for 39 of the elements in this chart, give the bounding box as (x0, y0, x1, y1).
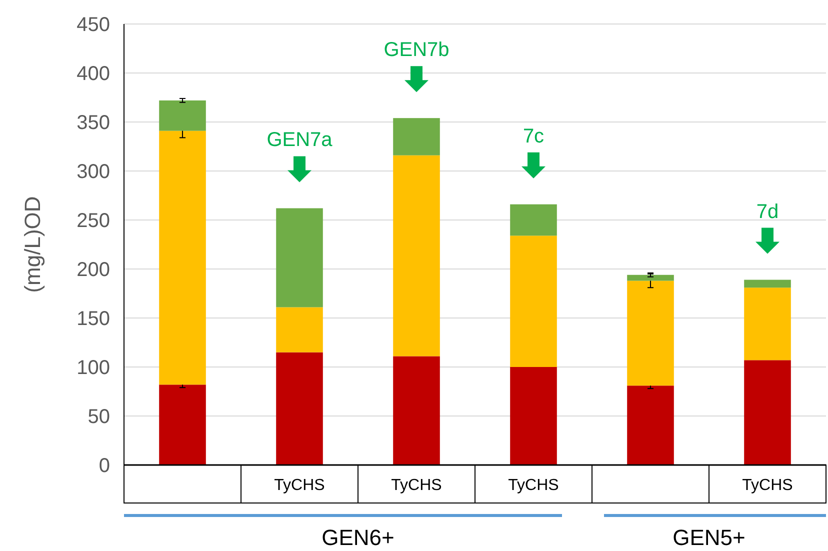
y-tick-label: 450 (76, 14, 110, 36)
y-tick-label: 400 (76, 63, 110, 85)
bar (744, 288, 791, 360)
y-tick-label: 250 (76, 210, 110, 232)
y-tick-label: 300 (76, 161, 110, 183)
y-tick-label: 0 (98, 455, 110, 477)
y-tick-label: 350 (76, 112, 110, 134)
text: GEN6+ (322, 525, 394, 550)
bar (744, 360, 791, 465)
x-tick-label: TyCHS (391, 477, 442, 494)
y-tick-label: 150 (76, 308, 110, 330)
y-tick-label: 50 (88, 406, 110, 428)
bar (510, 367, 557, 465)
bar (159, 384, 206, 465)
x-tick-label: TyCHS (274, 477, 325, 494)
annotation: 7c (522, 125, 544, 148)
bar (627, 280, 674, 386)
bar (159, 100, 206, 131)
bar (393, 118, 440, 156)
x-tick-label: TyCHS (508, 477, 559, 494)
bar (627, 274, 674, 281)
bar (510, 236, 557, 367)
bar (276, 352, 323, 465)
y-tick-label: 100 (76, 357, 110, 379)
y-tick-label: 200 (76, 259, 110, 281)
bar (393, 356, 440, 465)
bar (276, 307, 323, 352)
annotation: GEN7b (384, 39, 450, 62)
text: GEN5+ (672, 525, 746, 550)
bar (744, 280, 791, 288)
bar (276, 208, 323, 308)
bar (510, 204, 557, 236)
bar (159, 130, 206, 385)
y-axis-title: (mg/L)OD (20, 196, 45, 293)
annotation: 7d (756, 200, 779, 223)
bar (627, 386, 674, 465)
bar (393, 155, 440, 356)
annotation: GEN7a (266, 129, 334, 152)
x-tick-label: TyCHS (742, 477, 793, 494)
